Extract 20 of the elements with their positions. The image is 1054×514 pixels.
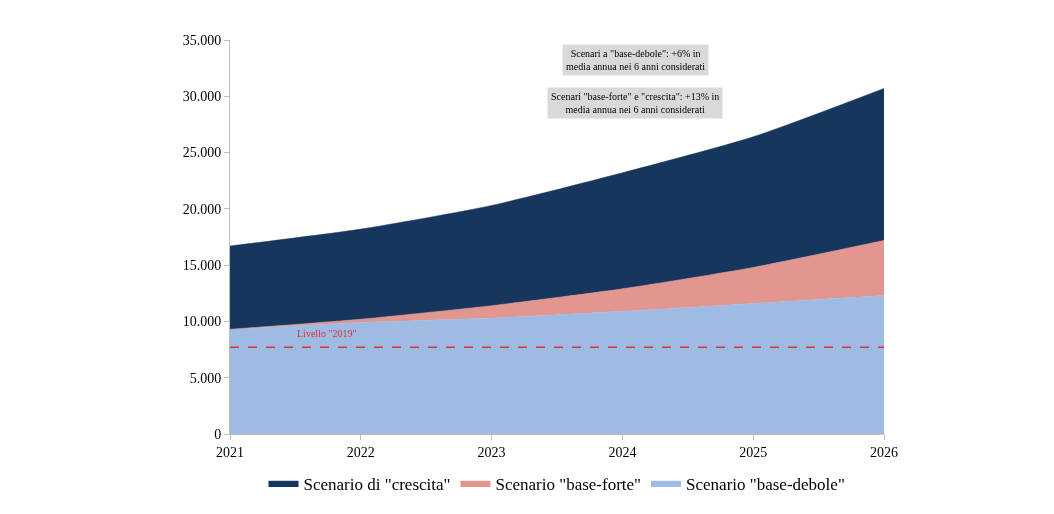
legend-label: Scenario "base-debole": [686, 474, 845, 494]
y-tick-label: 25.000: [182, 145, 222, 161]
y-tick-label: 15.000: [182, 258, 222, 274]
x-tick-label: 2023: [477, 444, 506, 460]
x-tick-label: 2026: [870, 444, 898, 460]
y-tick-label: 10.000: [182, 314, 222, 330]
legend-label: Scenario di "crescita": [303, 474, 451, 494]
x-tick-label: 2021: [216, 444, 244, 460]
y-tick-label: 20.000: [182, 201, 222, 217]
y-tick-label: 30.000: [182, 89, 222, 105]
annotation: Scenari "base-forte" e "crescita": +13% in media annua nei 6 anni considerati: [551, 91, 720, 115]
y-tick-label: 5.000: [189, 370, 222, 386]
legend-label: Scenario "base-forte": [495, 474, 642, 494]
annotation: Scenari a "base-debole": +6% in media annua nei 6 anni considerati: [566, 48, 706, 72]
x-tick-label: 2025: [739, 444, 768, 460]
y-tick-label: 0: [214, 426, 222, 442]
x-tick-label: 2022: [346, 444, 375, 460]
ref-line-label: Livello "2019": [297, 328, 357, 339]
y-tick-label: 35.000: [182, 32, 222, 48]
x-tick-label: 2024: [608, 444, 637, 460]
